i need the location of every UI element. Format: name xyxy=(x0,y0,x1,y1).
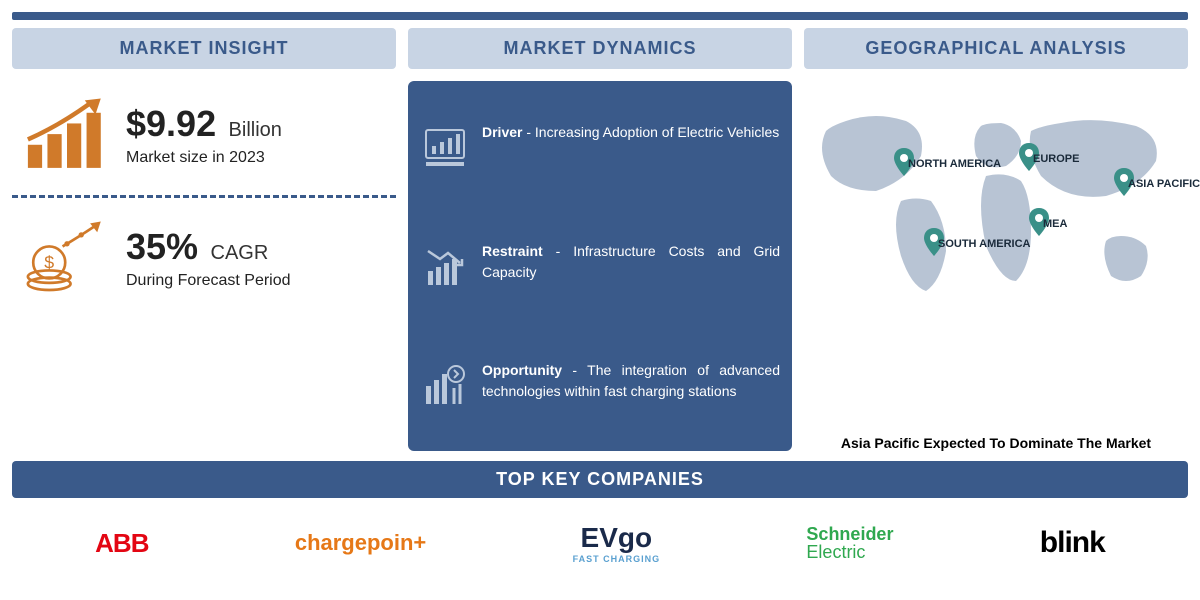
infographic-container: MARKET INSIGHT $9.92 Billion Market size… xyxy=(0,0,1200,600)
market-size-text: $9.92 Billion Market size in 2023 xyxy=(126,103,386,167)
coins-growth-icon: $ xyxy=(22,218,112,298)
dynamics-box: Driver - Increasing Adoption of Electric… xyxy=(408,81,792,451)
restraint-title: Restraint xyxy=(482,243,543,259)
svg-text:$: $ xyxy=(44,253,54,273)
cagr-unit: CAGR xyxy=(211,242,269,264)
region-label-asia-pacific: ASIA PACIFIC xyxy=(1128,178,1200,190)
companies-row: ABB chargepoin+ EVgo FAST CHARGING Schne… xyxy=(12,498,1188,588)
main-row: MARKET INSIGHT $9.92 Billion Market size… xyxy=(12,28,1188,451)
market-size-block: $9.92 Billion Market size in 2023 xyxy=(12,81,396,189)
driver-desc: Increasing Adoption of Electric Vehicles xyxy=(535,124,779,140)
region-label-south-america: SOUTH AMERICA xyxy=(938,238,1030,250)
map-svg xyxy=(804,81,1188,321)
restraint-icon xyxy=(420,241,470,291)
geo-header: GEOGRAPHICAL ANALYSIS xyxy=(804,28,1188,69)
driver-icon xyxy=(420,122,470,172)
opportunity-text: Opportunity - The integration of advance… xyxy=(482,360,780,402)
logo-evgo-main: EVgo xyxy=(581,522,653,553)
logo-evgo: EVgo FAST CHARGING xyxy=(573,522,661,564)
region-label-mea: MEA xyxy=(1043,218,1067,230)
market-size-unit: Billion xyxy=(229,119,282,141)
top-accent-bar xyxy=(12,12,1188,20)
cagr-label: During Forecast Period xyxy=(126,272,386,290)
restraint-text: Restraint - Infrastructure Costs and Gri… xyxy=(482,241,780,283)
region-label-europe: EUROPE xyxy=(1033,153,1079,165)
restraint-item: Restraint - Infrastructure Costs and Gri… xyxy=(420,241,780,291)
dynamics-column: MARKET DYNAMICS Driver - Increasing Adop… xyxy=(408,28,792,451)
cagr-block: $ 35% CAGR During Forecast Period xyxy=(12,204,396,312)
geo-column: GEOGRAPHICAL ANALYSIS NORTH AMERICA SOUTH… xyxy=(804,28,1188,451)
logo-abb: ABB xyxy=(95,528,148,559)
cagr-value: 35% xyxy=(126,226,198,268)
opportunity-title: Opportunity xyxy=(482,362,562,378)
region-label-north-america: NORTH AMERICA xyxy=(908,158,1001,170)
world-map: NORTH AMERICASOUTH AMERICAEUROPEMEAASIA … xyxy=(804,81,1188,427)
driver-title: Driver xyxy=(482,124,522,140)
market-size-label: Market size in 2023 xyxy=(126,149,386,167)
insight-header: MARKET INSIGHT xyxy=(12,28,396,69)
companies-header: TOP KEY COMPANIES xyxy=(12,461,1188,498)
insight-column: MARKET INSIGHT $9.92 Billion Market size… xyxy=(12,28,396,451)
logo-evgo-sub: FAST CHARGING xyxy=(573,554,661,564)
logo-blink: blink xyxy=(1040,526,1105,560)
market-size-value: $9.92 xyxy=(126,103,216,145)
growth-bars-icon xyxy=(22,95,112,175)
driver-item: Driver - Increasing Adoption of Electric… xyxy=(420,122,780,172)
dynamics-header: MARKET DYNAMICS xyxy=(408,28,792,69)
driver-text: Driver - Increasing Adoption of Electric… xyxy=(482,122,780,143)
logo-chargepoint: chargepoin+ xyxy=(295,530,426,556)
opportunity-item: Opportunity - The integration of advance… xyxy=(420,360,780,410)
geo-caption: Asia Pacific Expected To Dominate The Ma… xyxy=(804,435,1188,451)
cagr-text: 35% CAGR During Forecast Period xyxy=(126,226,386,290)
dashed-divider xyxy=(12,195,396,198)
opportunity-icon xyxy=(420,360,470,410)
logo-schneider: SchneiderElectric xyxy=(806,525,893,561)
